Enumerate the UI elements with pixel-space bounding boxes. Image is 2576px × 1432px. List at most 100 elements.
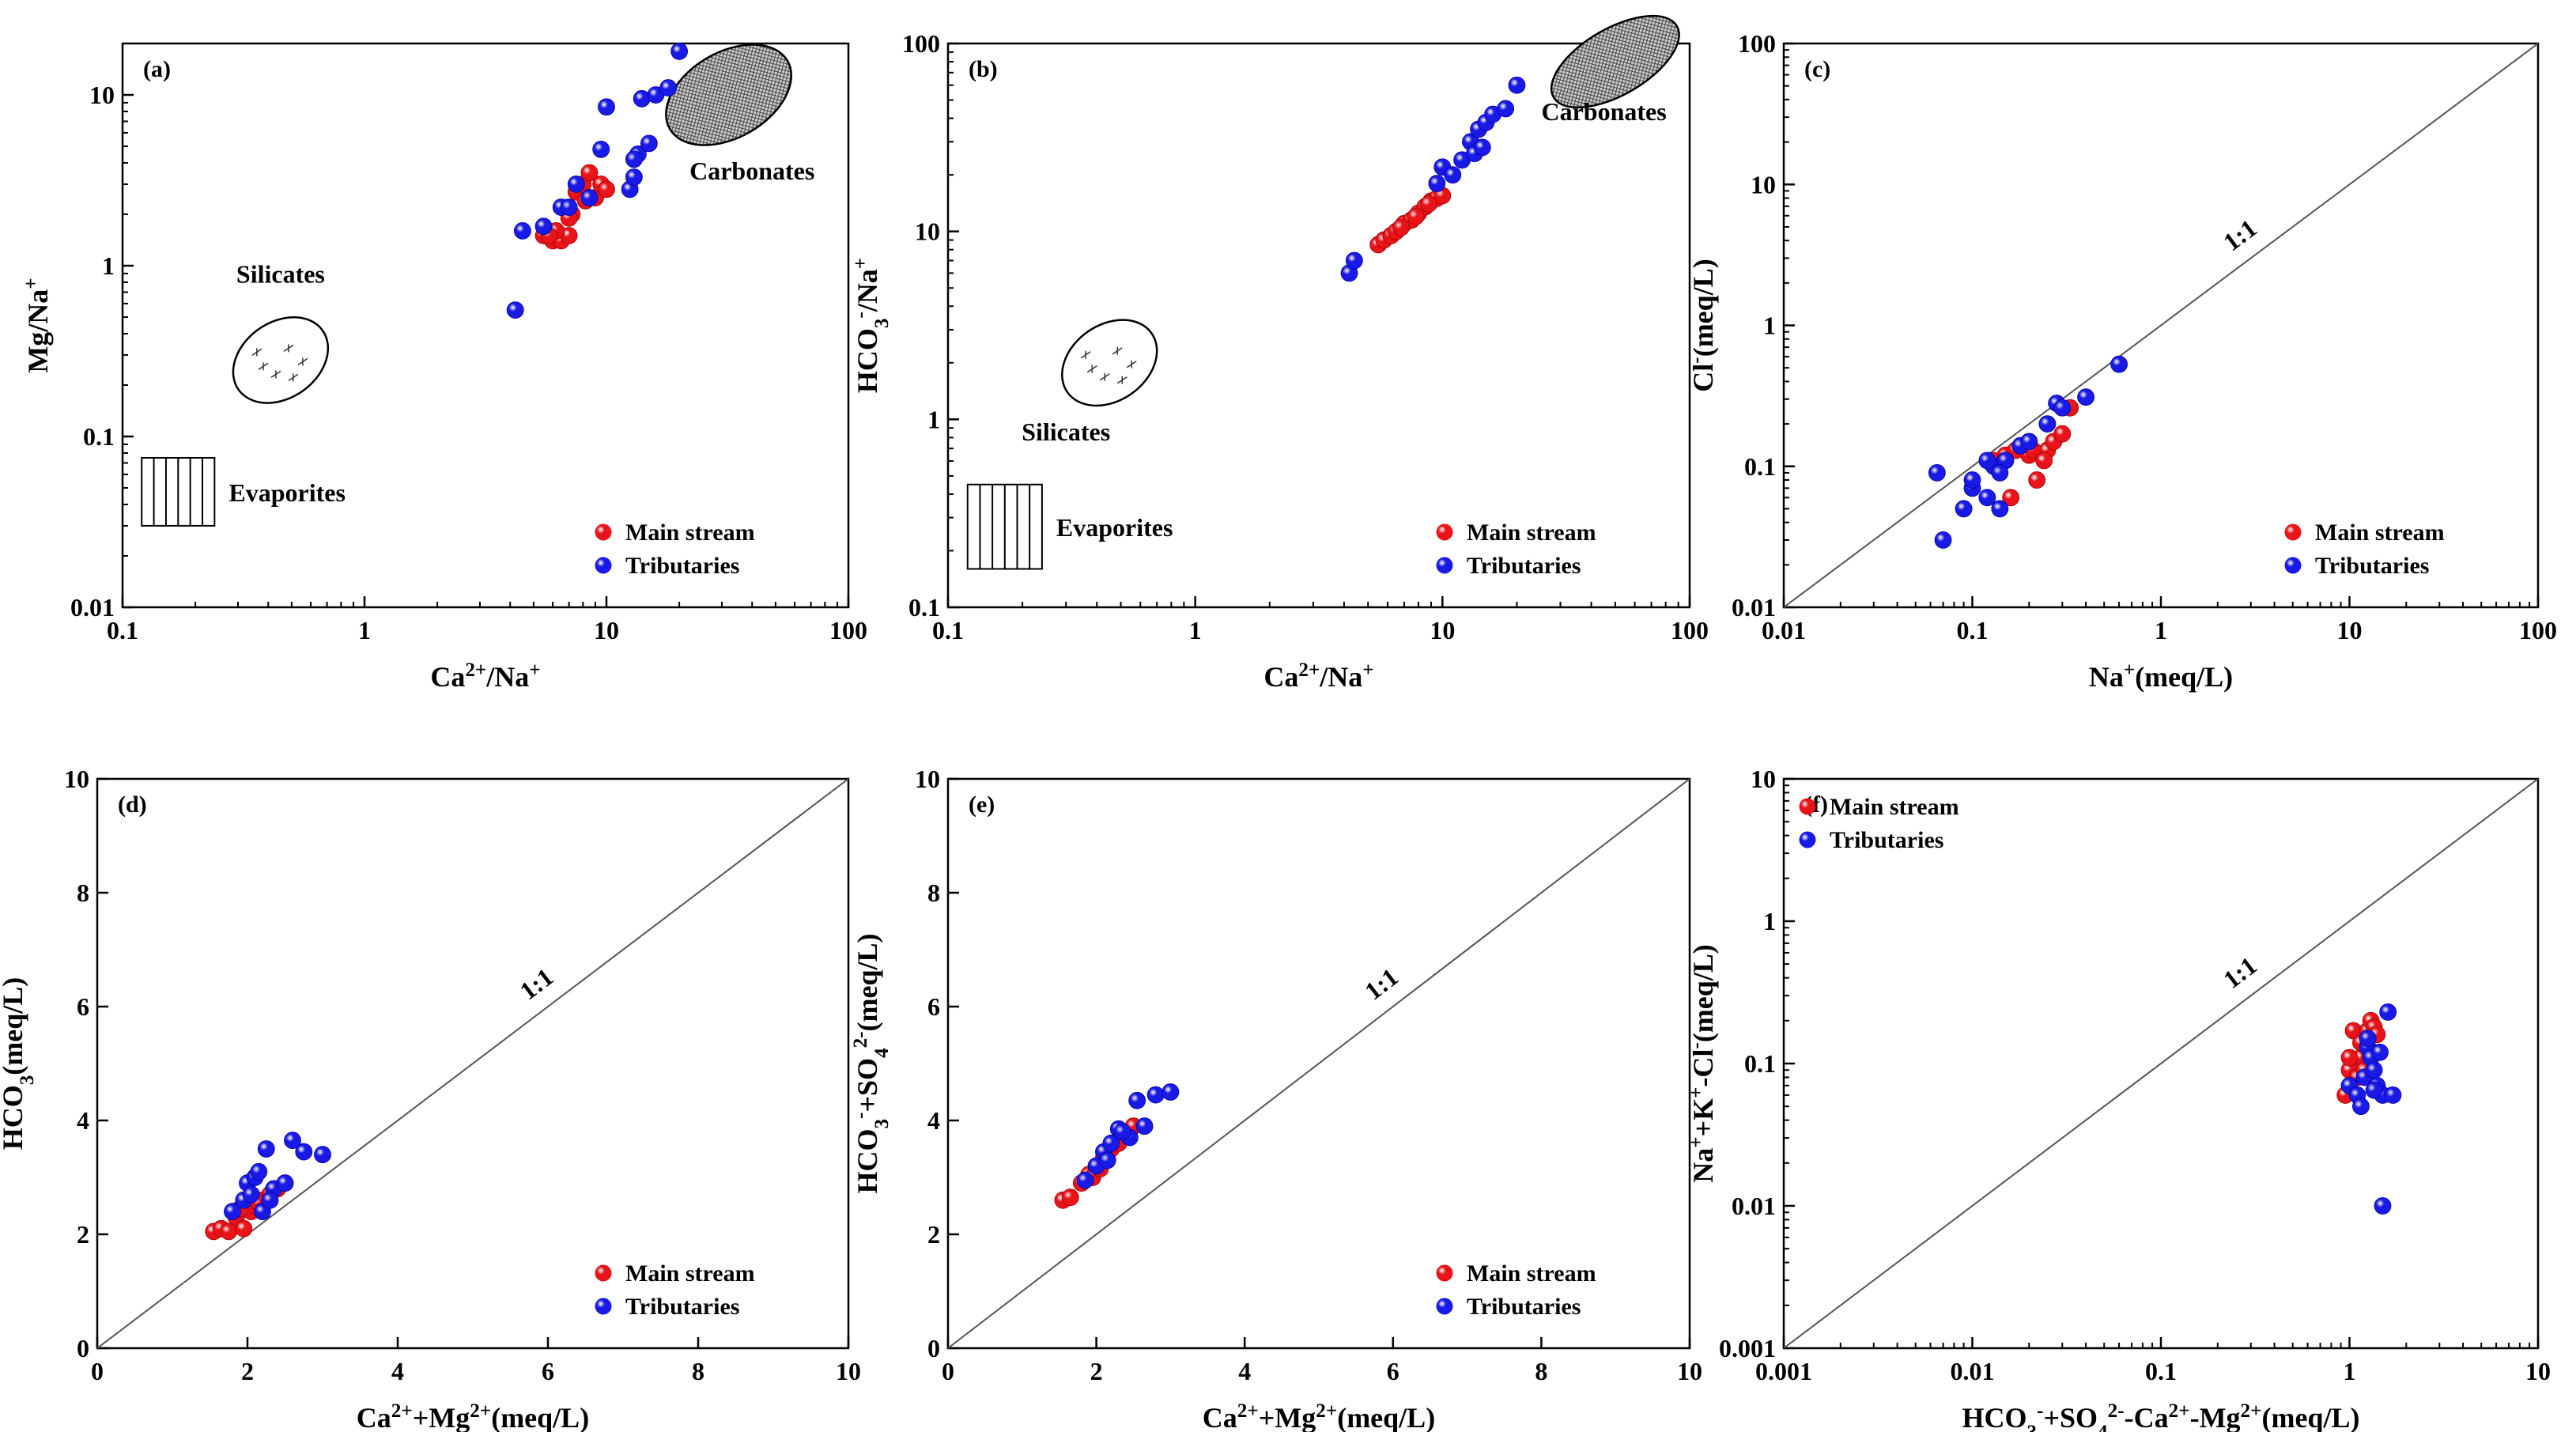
- tributaries-point: [592, 140, 610, 158]
- x-tick-label: 2: [241, 1357, 254, 1385]
- legend-main-stream-marker: [595, 1264, 612, 1282]
- main-stream-point: [580, 164, 599, 182]
- panel-f: 0.001 0.01 0.1 1 100.0010.010.1110(f)HCO3-+S…: [1686, 765, 2551, 1432]
- x-tick-label: 8: [692, 1357, 704, 1385]
- panel-label: (b): [969, 56, 998, 82]
- x-tick-label: 100: [2519, 616, 2557, 644]
- evaporites-region: [966, 483, 1043, 570]
- legend-main-stream-label: Main stream: [2315, 520, 2445, 546]
- x-tick-label: 6: [1387, 1357, 1399, 1385]
- tributaries-series: [1076, 1083, 1180, 1189]
- silicates-label: Silicates: [236, 259, 325, 288]
- tributaries-point: [2038, 415, 2057, 433]
- main-stream-point: [1392, 218, 1410, 236]
- one-to-one-line: [1783, 43, 2539, 608]
- legend-tributaries-marker: [595, 557, 612, 574]
- y-axis-label: Cl-(meq/L): [1686, 259, 1720, 391]
- tributaries-series: [1928, 355, 2128, 549]
- carbonates-region: [1550, 14, 1680, 109]
- carbonates-label: Carbonates: [1541, 97, 1666, 126]
- y-tick-label: 0.01: [70, 593, 115, 622]
- tributaries-point: [314, 1146, 331, 1164]
- legend-main-stream-marker: [1436, 523, 1453, 541]
- x-tick-label: 1: [2344, 1357, 2356, 1385]
- tributaries-series: [1340, 76, 1526, 282]
- x-axis-label: Ca2+/Na+: [430, 659, 540, 693]
- legend: Main stream Tributaries: [595, 520, 755, 579]
- x-tick-label: 4: [391, 1357, 404, 1385]
- y-tick-label: 10: [1751, 170, 1776, 198]
- tributaries-point: [1135, 1117, 1154, 1135]
- legend-main-stream-label: Main stream: [625, 520, 755, 546]
- x-tick-label: 100: [829, 616, 867, 644]
- tributaries-point: [1508, 76, 1526, 94]
- evaporites-label: Evaporites: [229, 478, 346, 507]
- silicates-label: Silicates: [1022, 418, 1110, 446]
- x-axis-label: HCO3-+SO42--Ca2+-Mg2+(meq/L): [1962, 1400, 2360, 1432]
- tributaries-point: [1098, 1151, 1116, 1169]
- y-tick-label: 1: [1763, 907, 1776, 935]
- plot-frame: [96, 777, 850, 1350]
- tributaries-point: [1345, 251, 1363, 270]
- y-tick-label: 8: [77, 878, 89, 907]
- legend: Main stream Tributaries: [1799, 794, 1959, 853]
- y-tick-label: 100: [902, 29, 940, 58]
- evaporites-region: [141, 456, 216, 527]
- tributaries-point: [1076, 1171, 1094, 1189]
- y-tick-label: 0.1: [1744, 1049, 1776, 1078]
- tributaries-point: [1991, 500, 2009, 518]
- tributaries-point: [1113, 1123, 1131, 1141]
- legend-tributaries-marker: [1436, 1298, 1453, 1315]
- y-tick-label: 1: [927, 405, 940, 433]
- tributaries-point: [1978, 489, 1996, 507]
- x-tick-label: 0.1: [2145, 1357, 2177, 1385]
- tributaries-point: [2352, 1098, 2370, 1116]
- legend-tributaries-label: Tributaries: [2315, 553, 2429, 579]
- legend: Main stream Tributaries: [595, 1260, 755, 1320]
- y-tick-label: 100: [1738, 29, 1776, 58]
- y-tick-label: 1: [1763, 312, 1776, 340]
- one-to-one-label: 1:1: [2218, 213, 2262, 256]
- x-tick-label: 4: [1238, 1357, 1251, 1385]
- x-axis-label: Ca2+/Na+: [1263, 659, 1373, 693]
- silicates-region: [1061, 319, 1158, 407]
- tributaries-point: [295, 1143, 313, 1161]
- panel-label: (e): [969, 792, 995, 818]
- tributaries-point: [1934, 531, 1952, 549]
- tributaries-point: [506, 301, 524, 319]
- evaporites-label: Evaporites: [1056, 513, 1173, 542]
- y-tick-label: 10: [915, 217, 940, 246]
- y-tick-label: 1: [102, 251, 115, 280]
- tributaries-point: [2384, 1086, 2402, 1104]
- main-stream-point: [235, 1219, 253, 1237]
- y-tick-label: 4: [927, 1106, 940, 1135]
- main-stream-point: [2053, 425, 2072, 443]
- tributaries-point: [261, 1191, 279, 1209]
- main-stream-point: [1420, 195, 1437, 213]
- legend-main-stream-label: Main stream: [625, 1260, 755, 1287]
- main-stream-series: [1369, 187, 1452, 254]
- tributaries-point: [2020, 433, 2038, 451]
- tributaries-point: [2053, 399, 2072, 417]
- tributaries-point: [2110, 355, 2128, 373]
- tributaries-point: [580, 189, 599, 206]
- y-tick-label: 0.1: [1744, 452, 1776, 481]
- carbonates-region: [665, 43, 793, 146]
- one-to-one-line: [947, 778, 1690, 1349]
- legend-main-stream-label: Main stream: [1467, 1260, 1596, 1287]
- tributaries-point: [1928, 464, 1946, 482]
- y-tick-label: 0.1: [908, 593, 940, 622]
- tributaries-point: [276, 1174, 294, 1192]
- tributaries-series: [2340, 1003, 2402, 1215]
- tributaries-point: [2374, 1197, 2392, 1215]
- x-tick-label: 0.001: [1755, 1357, 1812, 1385]
- tributaries-point: [250, 1162, 268, 1181]
- tributaries-point: [567, 176, 585, 193]
- tributaries-point: [2359, 1030, 2377, 1048]
- y-tick-label: 6: [77, 992, 89, 1021]
- y-tick-label: 0.1: [83, 422, 115, 451]
- y-tick-label: 2: [927, 1220, 940, 1249]
- main-stream-point: [1061, 1188, 1079, 1207]
- x-tick-label: 10: [1430, 616, 1455, 644]
